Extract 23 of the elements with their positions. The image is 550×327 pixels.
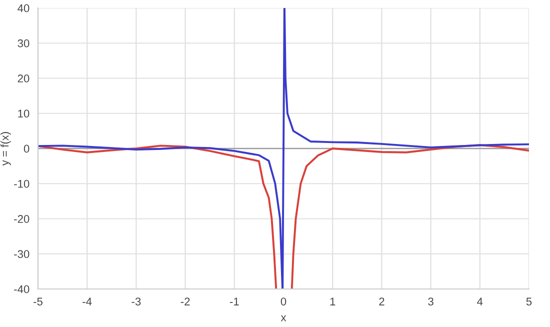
- y-tick-label: 20: [18, 74, 30, 82]
- x-tick-label: 5: [526, 298, 532, 306]
- x-tick-label: 4: [477, 298, 483, 306]
- x-tick-label: -1: [230, 298, 239, 306]
- x-tick-label: 3: [428, 298, 434, 306]
- y-tick-label: 10: [18, 110, 30, 118]
- y-tick-label: 30: [18, 39, 30, 48]
- y-tick-label: 40: [18, 4, 30, 12]
- y-tick-label: -30: [14, 250, 30, 258]
- y-tick-label: 0: [24, 144, 30, 153]
- x-tick-label: -2: [180, 298, 190, 306]
- x-tick-label: 0: [280, 298, 286, 306]
- x-tick-label: 2: [379, 298, 384, 306]
- x-tick-label: -5: [34, 298, 42, 306]
- y-tick-label: -10: [14, 180, 30, 188]
- x-axis-title: x: [280, 315, 286, 322]
- x-tick-label: -4: [82, 298, 92, 306]
- line-series: [38, 8, 529, 289]
- x-tick-label: 1: [330, 298, 336, 306]
- y-tick-label: -40: [14, 285, 30, 294]
- y-tick-label: -20: [14, 215, 30, 223]
- y-axis-title: y = f(x): [0, 132, 11, 166]
- x-tick-label: -3: [132, 298, 141, 306]
